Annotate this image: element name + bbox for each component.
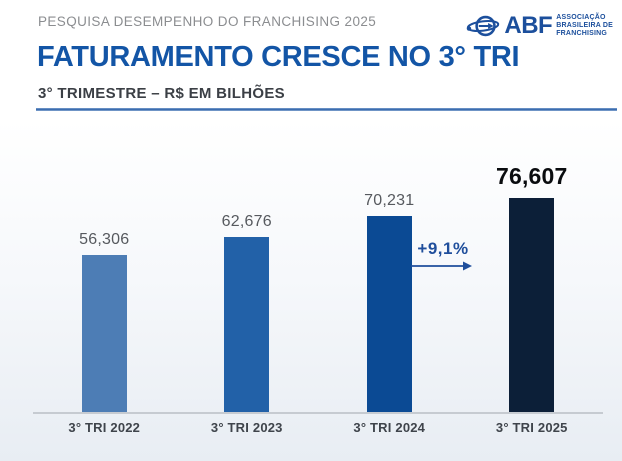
growth-label: +9,1% — [417, 239, 469, 258]
x-axis-label: 3° TRI 2025 — [495, 420, 568, 435]
logo-tagline-line: FRANCHISING — [556, 30, 608, 38]
x-axis-labels: 3° TRI 2022 3° TRI 2023 3° TRI 2024 3° TRI … — [33, 420, 603, 435]
bar-column: 70,231 — [318, 128, 461, 413]
bar-value-label: 56,306 — [79, 230, 130, 248]
logo-tagline-line: BRASILEIRA DE — [556, 21, 613, 29]
x-axis-label: 3° TRI 2022 — [68, 420, 141, 435]
x-axis-label: 3° TRI 2024 — [353, 420, 426, 435]
bar-value-label: 76,607 — [495, 163, 568, 189]
abf-logo: ABF ASSOCIAÇÃO BRASILEIRA DE FRANCHISING — [466, 12, 613, 40]
logo-abbr: ABF — [504, 12, 553, 39]
bar-columns: 56,306 62,676 70,231 76,607 — [33, 128, 603, 413]
bar — [509, 198, 555, 413]
bar-chart: 56,306 62,676 70,231 76,607 — [33, 128, 603, 413]
bar — [81, 254, 127, 413]
chart-subtitle: 3° TRIMESTRE – R$ EM BILHÕES — [38, 85, 285, 102]
bar-column: 56,306 — [33, 128, 176, 413]
bar-value-label: 70,231 — [364, 191, 415, 209]
abf-globe-icon — [467, 15, 500, 37]
x-axis-label: 3° TRI 2023 — [210, 420, 283, 435]
logo-tagline: ASSOCIAÇÃO BRASILEIRA DE FRANCHISING — [556, 14, 613, 39]
page-title: FATURAMENTO CRESCE NO 3° TRI — [37, 41, 520, 73]
x-axis-line — [33, 412, 603, 414]
kicker-text: PESQUISA DESEMPENHO DO FRANCHISING 2025 — [38, 14, 377, 29]
bar-value-label: 62,676 — [221, 213, 272, 231]
bar — [224, 237, 270, 413]
logo-tagline-line: ASSOCIAÇÃO — [556, 13, 606, 21]
bar-column: 62,676 — [176, 128, 319, 413]
bar — [366, 215, 412, 413]
bar-column: 76,607 — [461, 128, 604, 413]
growth-arrow-icon — [411, 261, 472, 271]
header-divider — [36, 108, 617, 111]
